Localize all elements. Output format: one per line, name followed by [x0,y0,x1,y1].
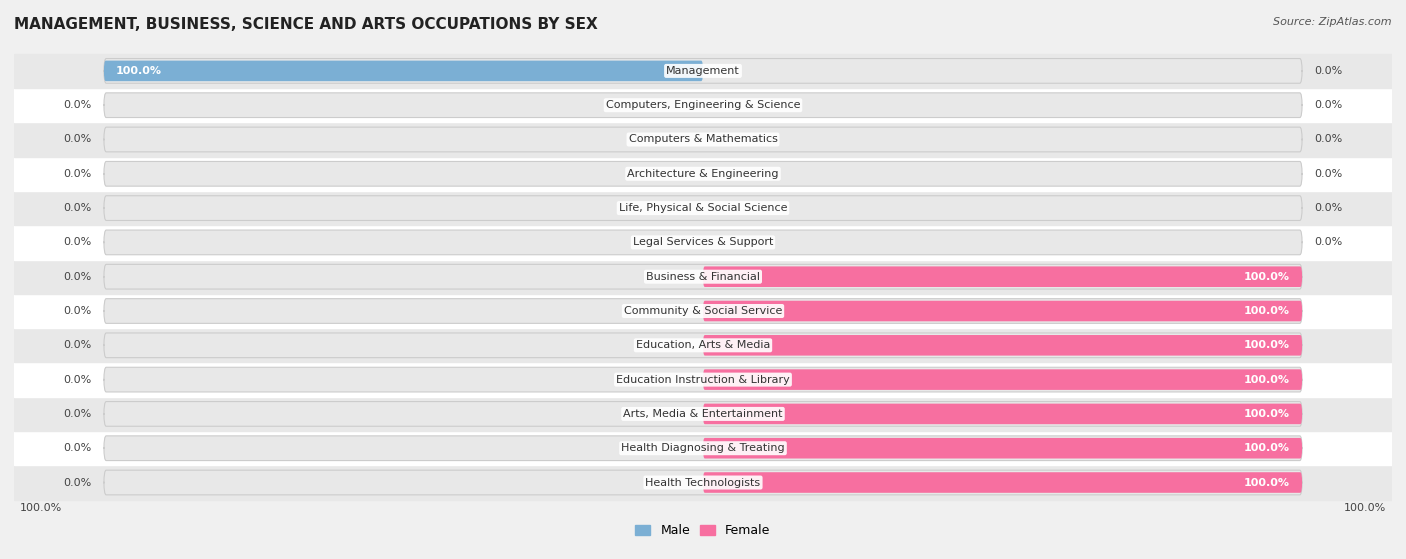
Text: 0.0%: 0.0% [1315,238,1343,248]
Text: 100.0%: 100.0% [1244,477,1291,487]
FancyBboxPatch shape [104,162,1302,186]
FancyBboxPatch shape [703,472,1302,493]
Bar [14,54,1392,88]
Text: 0.0%: 0.0% [1315,169,1343,179]
FancyBboxPatch shape [703,335,1302,356]
Text: 100.0%: 100.0% [115,66,162,76]
Bar [14,362,1392,397]
Text: Arts, Media & Entertainment: Arts, Media & Entertainment [623,409,783,419]
Bar [14,328,1392,362]
FancyBboxPatch shape [104,264,1302,289]
FancyBboxPatch shape [104,299,1302,323]
Text: 0.0%: 0.0% [63,477,91,487]
Text: 0.0%: 0.0% [1315,203,1343,213]
FancyBboxPatch shape [104,401,1302,427]
Text: 100.0%: 100.0% [1244,340,1291,350]
Text: Education Instruction & Library: Education Instruction & Library [616,375,790,385]
Text: 100.0%: 100.0% [1244,375,1291,385]
Text: Education, Arts & Media: Education, Arts & Media [636,340,770,350]
FancyBboxPatch shape [104,333,1302,358]
Bar [14,225,1392,259]
FancyBboxPatch shape [104,127,1302,152]
Text: 0.0%: 0.0% [63,375,91,385]
Text: Health Diagnosing & Treating: Health Diagnosing & Treating [621,443,785,453]
FancyBboxPatch shape [703,301,1302,321]
Text: MANAGEMENT, BUSINESS, SCIENCE AND ARTS OCCUPATIONS BY SEX: MANAGEMENT, BUSINESS, SCIENCE AND ARTS O… [14,17,598,32]
Bar [14,88,1392,122]
Bar [14,157,1392,191]
Text: 0.0%: 0.0% [63,443,91,453]
Text: Computers, Engineering & Science: Computers, Engineering & Science [606,100,800,110]
Text: 0.0%: 0.0% [63,238,91,248]
Text: Management: Management [666,66,740,76]
Text: 0.0%: 0.0% [63,306,91,316]
Text: 0.0%: 0.0% [1315,135,1343,144]
Text: 0.0%: 0.0% [63,272,91,282]
Text: 0.0%: 0.0% [63,100,91,110]
Bar [14,259,1392,294]
Text: 0.0%: 0.0% [63,135,91,144]
Text: Computers & Mathematics: Computers & Mathematics [628,135,778,144]
FancyBboxPatch shape [104,196,1302,220]
Bar [14,431,1392,465]
Text: Source: ZipAtlas.com: Source: ZipAtlas.com [1274,17,1392,27]
FancyBboxPatch shape [703,438,1302,458]
Bar [14,191,1392,225]
Text: 0.0%: 0.0% [63,169,91,179]
Legend: Male, Female: Male, Female [630,519,776,542]
Text: 0.0%: 0.0% [63,203,91,213]
Bar [14,294,1392,328]
Bar [14,122,1392,157]
Text: 0.0%: 0.0% [63,409,91,419]
Text: 0.0%: 0.0% [63,340,91,350]
Text: Business & Financial: Business & Financial [645,272,761,282]
FancyBboxPatch shape [104,367,1302,392]
FancyBboxPatch shape [104,470,1302,495]
Text: Health Technologists: Health Technologists [645,477,761,487]
FancyBboxPatch shape [703,404,1302,424]
FancyBboxPatch shape [703,267,1302,287]
FancyBboxPatch shape [104,59,1302,83]
Text: 100.0%: 100.0% [1244,272,1291,282]
Text: 100.0%: 100.0% [20,503,62,513]
Text: Community & Social Service: Community & Social Service [624,306,782,316]
FancyBboxPatch shape [703,369,1302,390]
Text: Legal Services & Support: Legal Services & Support [633,238,773,248]
Bar [14,397,1392,431]
Text: Life, Physical & Social Science: Life, Physical & Social Science [619,203,787,213]
Text: 100.0%: 100.0% [1244,409,1291,419]
Text: 0.0%: 0.0% [1315,100,1343,110]
FancyBboxPatch shape [104,93,1302,117]
Bar [14,465,1392,500]
FancyBboxPatch shape [104,230,1302,255]
Text: 0.0%: 0.0% [1315,66,1343,76]
Text: 100.0%: 100.0% [1244,443,1291,453]
FancyBboxPatch shape [104,60,703,81]
Text: Architecture & Engineering: Architecture & Engineering [627,169,779,179]
Text: 100.0%: 100.0% [1344,503,1386,513]
Text: 100.0%: 100.0% [1244,306,1291,316]
FancyBboxPatch shape [104,436,1302,461]
